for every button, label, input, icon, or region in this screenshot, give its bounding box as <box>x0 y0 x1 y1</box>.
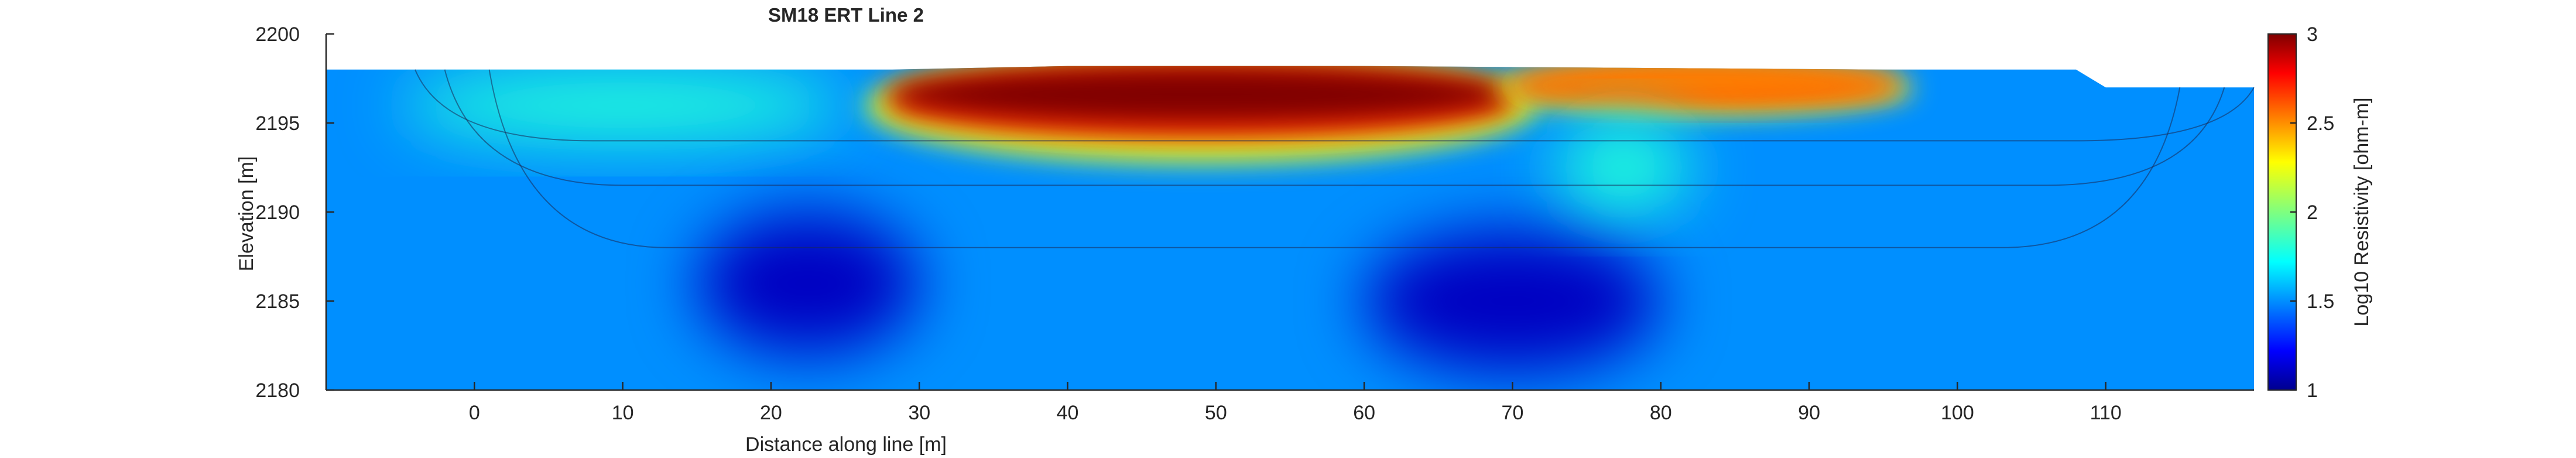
depth-contour-line <box>415 69 2255 142</box>
x-tick-label: 70 <box>1502 402 1524 424</box>
colorbar-tick-label: 3 <box>2307 23 2318 46</box>
x-tick-label: 30 <box>908 402 930 424</box>
resistivity-anomaly <box>697 212 920 355</box>
x-tick-label: 40 <box>1057 402 1079 424</box>
resistivity-anomaly <box>1557 123 1691 212</box>
colorbar-tick-label: 2.5 <box>2307 112 2334 135</box>
x-tick-label: 0 <box>469 402 480 424</box>
colorbar-tick-label: 1.5 <box>2307 290 2334 313</box>
x-tick-label: 90 <box>1798 402 1820 424</box>
x-tick-label: 10 <box>612 402 634 424</box>
y-tick-label: 2200 <box>255 23 300 46</box>
y-axis-ticks: 2180 2185 2190 2195 2200 <box>255 23 334 402</box>
colorbar-label: Log10 Resistivity [ohm-m] <box>2351 97 2373 326</box>
x-tick-label: 110 <box>2090 402 2122 424</box>
x-tick-label: 60 <box>1353 402 1375 424</box>
resistivity-anomaly <box>889 66 1513 123</box>
x-tick-label: 100 <box>1941 402 1974 424</box>
resistivity-anomaly <box>1512 69 1899 97</box>
depth-contours <box>415 69 2255 248</box>
y-tick-label: 2180 <box>255 380 300 402</box>
colorbar-tick-label: 2 <box>2307 201 2318 224</box>
resistivity-anomaly <box>1364 230 1661 372</box>
resistivity-section <box>326 66 2254 390</box>
chart-title: SM18 ERT Line 2 <box>768 4 924 26</box>
y-tick-label: 2190 <box>255 201 300 224</box>
anomaly-layer <box>400 66 1914 372</box>
y-tick-label: 2185 <box>255 290 300 313</box>
colorbar-tick-label: 1 <box>2307 380 2318 402</box>
colorbar: 1 1.5 2 2.5 3 Log10 Resistivity [ohm-m] <box>2267 23 2373 402</box>
x-axis-label: Distance along line [m] <box>745 433 947 456</box>
depth-contour-line <box>488 69 2181 248</box>
y-axis-label: Elevation [m] <box>235 156 258 272</box>
colorbar-ticks: 1 1.5 2 2.5 3 <box>2290 23 2334 402</box>
resistivity-anomaly <box>400 69 845 141</box>
x-axis-ticks: 0 10 20 30 40 50 60 70 80 90 100 110 <box>469 382 2122 424</box>
x-tick-label: 80 <box>1650 402 1672 424</box>
depth-contour-line <box>444 69 2225 186</box>
x-tick-label: 50 <box>1205 402 1227 424</box>
x-tick-label: 20 <box>760 402 782 424</box>
y-tick-label: 2195 <box>255 112 300 135</box>
